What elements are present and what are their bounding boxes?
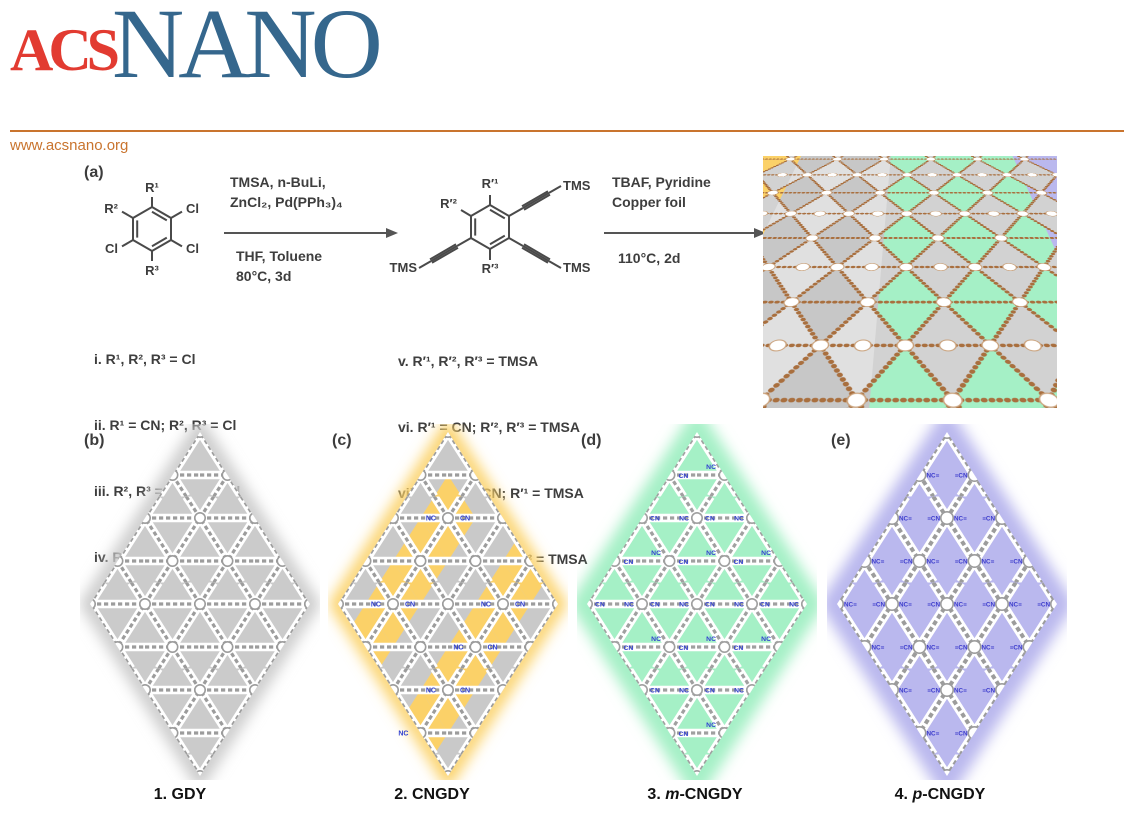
svg-text:NC: NC [398,731,408,738]
caption-mcngdy: 3. m-CNGDY [585,786,805,804]
step1-conditions-below: THF, Toluene 80°C, 3d [236,246,322,286]
step2-conditions-above: TBAF, Pyridine Copper foil [612,172,711,212]
journal-figure-page: ACS NANO www.acsnano.org (a) R¹ R² Cl Cl… [0,0,1134,826]
header-rule [10,130,1124,132]
acs-logo-text: ACS [10,20,115,80]
substituent-cl-br: Cl [186,241,199,256]
svg-text:CN: CN [488,645,498,652]
svg-text:CN: CN [405,602,415,609]
panel-d-mcngdy-lattice [577,424,817,780]
substituent-r2: R² [104,201,118,216]
step2-conditions-below: 110°C, 2d [618,248,680,268]
svg-text:NC: NC [426,688,436,695]
variant-v: v. R′¹, R′², R′³ = TMSA [398,350,588,372]
substituent-rp2: R′² [440,196,458,211]
step1-conditions-above: TMSA, n-BuLi, ZnCl₂, Pd(PPh₃)₄ [230,172,343,212]
substituent-cl-tr: Cl [186,201,199,216]
substituent-rp3: R′³ [482,261,500,276]
copper-lattice-3d-image [763,156,1057,408]
nano-logo-text: NANO [112,0,377,94]
tms-group-bottom-left: TMS [390,260,418,275]
caption-cngdy: 2. CNGDY [330,786,534,804]
substituent-rp1: R′¹ [482,176,499,191]
substituent-cl-bl: Cl [105,241,118,256]
svg-text:NC: NC [481,602,491,609]
caption-pcngdy: 4. p-CNGDY [830,786,1050,804]
svg-text:CN: CN [515,602,525,609]
svg-text:NC: NC [426,516,436,523]
journal-website: www.acsnano.org [10,137,128,154]
substituent-r3: R³ [145,263,159,278]
acs-nano-logo: ACS NANO [10,4,410,116]
panel-e-pcngdy-lattice [827,424,1067,780]
variant-i: i. R¹, R², R³ = Cl [94,348,240,370]
reaction-arrow-1 [222,225,400,241]
reactant-structure: R¹ R² Cl Cl Cl R³ [90,172,220,302]
tms-group-top-right: TMS [563,178,591,193]
svg-text:CN: CN [460,516,470,523]
reaction-arrow-2 [602,225,768,241]
substituent-r1: R¹ [145,180,159,195]
caption-gdy: 1. GDY [78,786,282,804]
tms-group-bottom-right: TMS [563,260,591,275]
svg-text:CN: CN [460,688,470,695]
lattice-plane [763,156,1057,408]
panel-c-cngdy-lattice: NC CN NC CN NC CN NC CN NC CN NC [328,424,568,780]
panel-b-gdy-lattice [80,424,320,780]
svg-text:NC: NC [453,645,463,652]
svg-text:NC: NC [371,602,381,609]
